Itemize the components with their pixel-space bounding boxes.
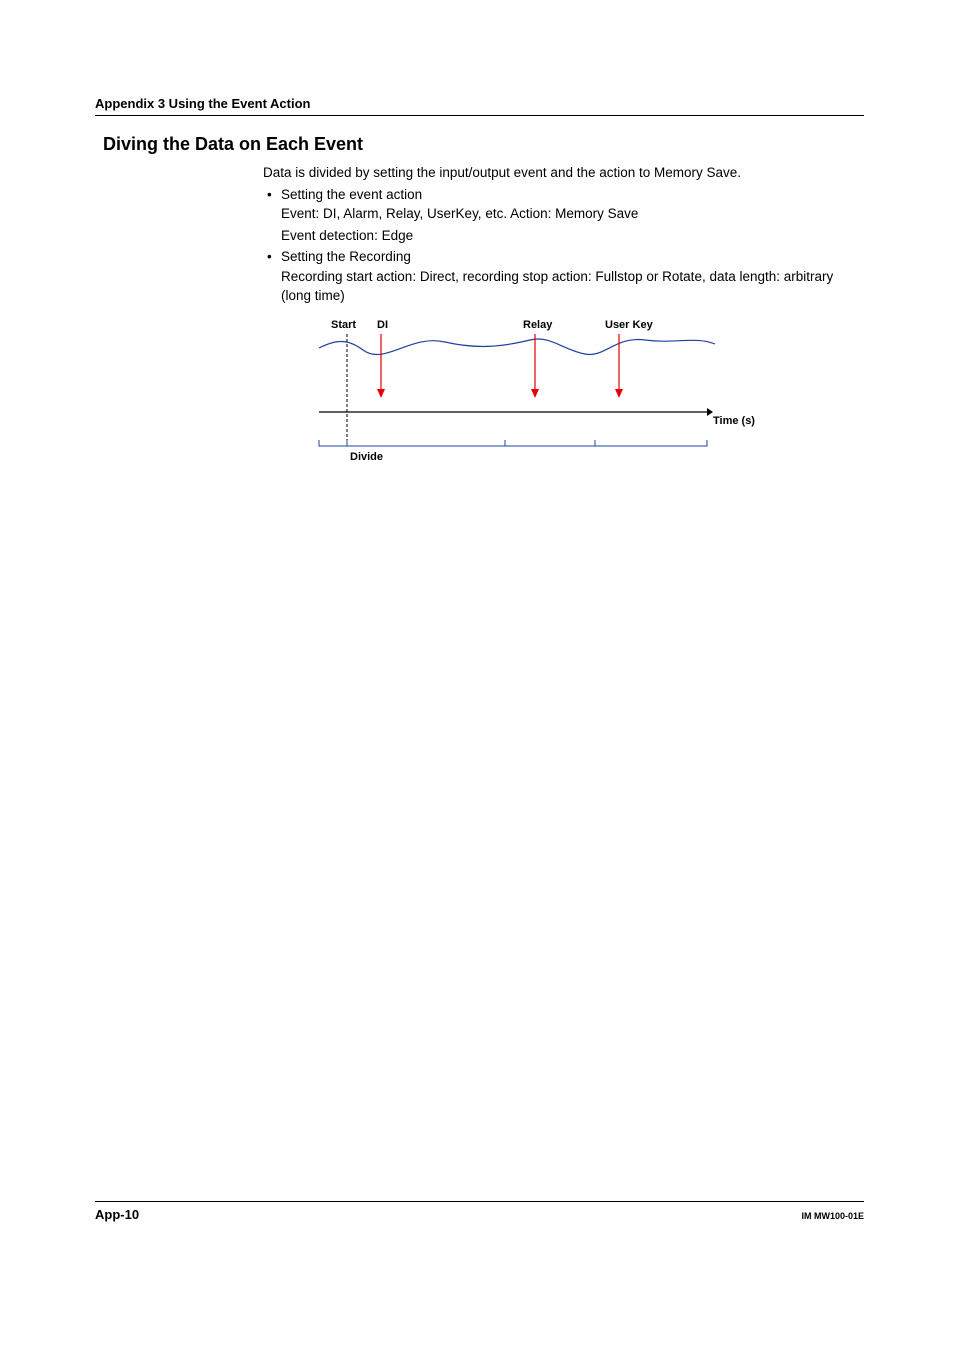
timing-diagram: Start DI Relay User Key Time (s) Divide	[315, 316, 864, 476]
bullet-sub: Event: DI, Alarm, Relay, UserKey, etc. A…	[281, 204, 864, 224]
header-appendix: Appendix 3 Using the Event Action	[95, 96, 310, 111]
bullet-sub: Recording start action: Direct, recordin…	[281, 267, 864, 306]
header-rule: Appendix 3 Using the Event Action	[95, 95, 864, 116]
svg-text:Relay: Relay	[523, 319, 553, 331]
svg-text:Start: Start	[331, 319, 356, 331]
footer: App-10 IM MW100-01E	[95, 1201, 864, 1222]
svg-text:User Key: User Key	[605, 319, 654, 331]
bullet-sub: Event detection: Edge	[281, 226, 864, 246]
bullet-item: Setting the event action Event: DI, Alar…	[263, 185, 864, 246]
svg-text:Time (s): Time (s)	[713, 415, 755, 427]
bullet-item: Setting the Recording Recording start ac…	[263, 247, 864, 306]
svg-text:DI: DI	[377, 319, 388, 331]
svg-text:Divide: Divide	[350, 451, 383, 463]
footer-doc-id: IM MW100-01E	[801, 1211, 864, 1221]
bullet-head: Setting the event action	[281, 187, 422, 202]
bullet-head: Setting the Recording	[281, 249, 411, 264]
body-block: Data is divided by setting the input/out…	[263, 163, 864, 306]
diagram-svg: Start DI Relay User Key Time (s) Divide	[315, 316, 755, 471]
intro-text: Data is divided by setting the input/out…	[263, 163, 864, 183]
section-title: Diving the Data on Each Event	[103, 134, 864, 155]
footer-page-num: App-10	[95, 1207, 139, 1222]
page: Appendix 3 Using the Event Action Diving…	[0, 0, 954, 1350]
bullet-list: Setting the event action Event: DI, Alar…	[263, 185, 864, 306]
